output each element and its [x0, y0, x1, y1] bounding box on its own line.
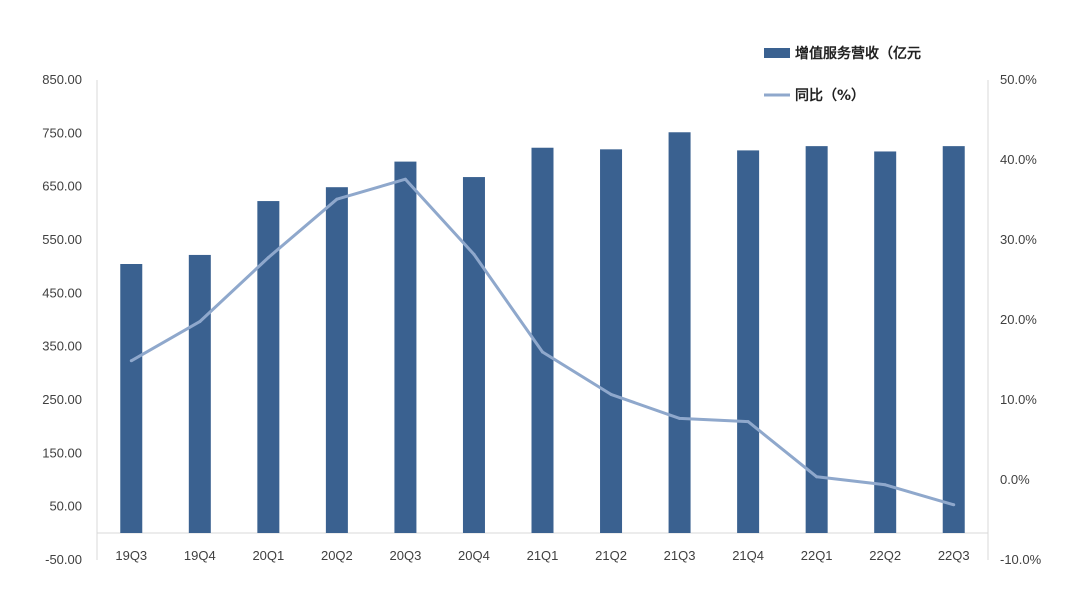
line-series [129, 177, 956, 507]
yoy-point [266, 256, 270, 260]
left-tick-label: 750.00 [42, 125, 82, 140]
bar [942, 146, 965, 533]
yoy-point [198, 320, 202, 324]
category-label: 20Q4 [458, 548, 490, 563]
category-label: 20Q1 [252, 548, 284, 563]
left-axis-ticks: -50.00 50.00 150.00 250.00 350.00 450.00 550.0… [42, 72, 82, 567]
yoy-point [883, 483, 887, 487]
bar [462, 177, 485, 534]
bar [805, 146, 828, 533]
left-tick-label: 450.00 [42, 285, 82, 300]
yoy-point [815, 475, 819, 479]
left-tick-label: 350.00 [42, 339, 82, 354]
bar [600, 149, 623, 534]
bar-series [120, 132, 965, 534]
category-label: 21Q1 [527, 548, 559, 563]
right-tick-label: 40.0% [1000, 152, 1037, 167]
yoy-point [541, 350, 544, 354]
yoy-point [403, 177, 407, 181]
legend-line-label: 同比（%） [795, 87, 865, 104]
yoy-point [129, 359, 133, 363]
bar [325, 187, 348, 533]
left-tick-label: 50.00 [49, 499, 82, 514]
right-tick-label: 50.0% [1000, 72, 1037, 87]
category-labels: 19Q3 19Q4 20Q1 20Q2 20Q3 20Q4 21Q1 21Q2 21Q3 21Q4… [115, 548, 969, 563]
bar [874, 151, 897, 533]
right-tick-label: 20.0% [1000, 312, 1037, 327]
category-label: 21Q2 [595, 548, 627, 563]
bar [257, 201, 280, 534]
yoy-point [609, 392, 613, 396]
left-tick-label: 850.00 [42, 72, 82, 87]
yoy-point [746, 420, 750, 424]
category-label: 20Q2 [321, 548, 353, 563]
right-axis-ticks: -10.0% 0.0% 10.0% 20.0% 30.0% 40.0% 50.0% [1000, 72, 1042, 567]
left-tick-label: 650.00 [42, 179, 82, 194]
left-tick-label: 550.00 [42, 232, 82, 247]
legend: 增值服务营收（亿元 同比（%） [764, 45, 921, 104]
category-label: 20Q3 [390, 548, 422, 563]
yoy-point [472, 252, 476, 256]
category-label: 22Q1 [801, 548, 833, 563]
right-tick-label: 30.0% [1000, 232, 1037, 247]
category-label: 21Q4 [732, 548, 764, 563]
bar [394, 161, 417, 533]
right-tick-label: 0.0% [1000, 472, 1030, 487]
yoy-point [678, 416, 682, 420]
category-label: 22Q3 [938, 548, 970, 563]
category-label: 22Q2 [869, 548, 901, 563]
left-tick-label: 250.00 [42, 392, 82, 407]
left-tick-label: 150.00 [42, 445, 82, 460]
left-tick-label: -50.00 [45, 552, 82, 567]
bar [188, 254, 211, 533]
bar [120, 264, 143, 533]
right-tick-label: 10.0% [1000, 392, 1037, 407]
legend-bar-swatch [764, 48, 790, 58]
legend-bar-label: 增值服务营收（亿元 [795, 45, 921, 62]
category-label: 19Q3 [115, 548, 147, 563]
category-label: 21Q3 [664, 548, 696, 563]
category-label: 19Q4 [184, 548, 216, 563]
bar [668, 132, 691, 533]
right-tick-label: -10.0% [1000, 552, 1042, 567]
yoy-point [335, 197, 339, 201]
bar [531, 147, 554, 533]
yoy-point [952, 503, 956, 507]
bar [737, 150, 760, 533]
